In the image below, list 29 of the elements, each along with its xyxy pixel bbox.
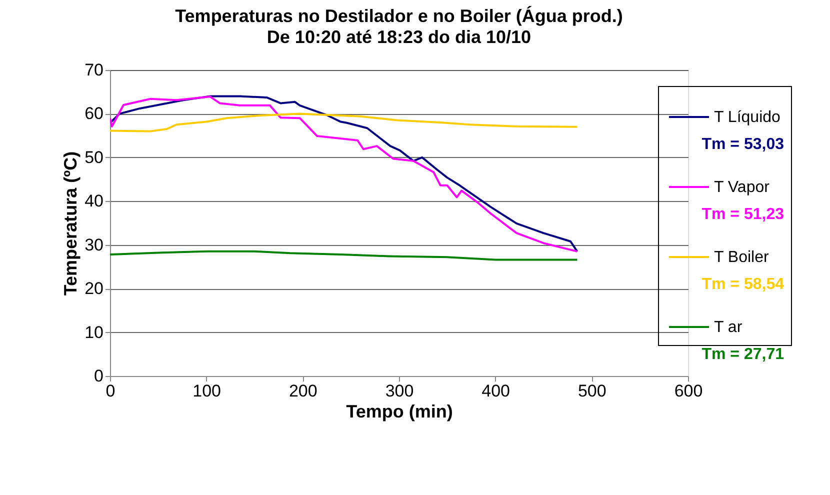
line-series [110, 112, 578, 132]
y-tick-label: 40 [84, 192, 104, 211]
y-tick-label: 50 [84, 148, 104, 167]
y-tick-label: 60 [84, 104, 104, 124]
text: Tm = 58,54 [702, 276, 784, 293]
x-tick-label: 100 [192, 382, 222, 400]
x-tick-label: 400 [482, 382, 510, 400]
legend-label: T Líquido [714, 109, 781, 126]
legend-label: T Vapor [714, 179, 770, 196]
y-tick-label: 70 [84, 60, 104, 80]
text: Tm = 51,23 [702, 206, 784, 223]
x-axis-title: Tempo (min) [346, 402, 453, 422]
x-tick-label: 0 [106, 382, 116, 400]
chart-title: Temperaturas no Destilador e no Boiler (Água prod.) [175, 6, 623, 26]
x-tick-label: 200 [288, 382, 318, 400]
chart-subtitle: De 10:20 até 18:23 do dia 10/10 [266, 27, 532, 47]
text: Tm = 27,71 [702, 346, 784, 363]
x-tick-label: 600 [674, 382, 703, 400]
legend-label: T ar [714, 319, 743, 336]
x-tick-label: 500 [578, 382, 606, 400]
y-tick-label: 30 [84, 235, 104, 254]
y-tick-label: 20 [84, 279, 104, 298]
text: Tm = 53,03 [702, 136, 784, 153]
y-tick-label: 0 [94, 366, 104, 386]
legend-label: T Boiler [714, 249, 770, 266]
x-tick-label: 300 [385, 382, 414, 400]
y-axis-title: Temperatura (ºC) [60, 151, 81, 296]
line-series [110, 250, 578, 261]
y-tick-label: 10 [84, 322, 104, 342]
